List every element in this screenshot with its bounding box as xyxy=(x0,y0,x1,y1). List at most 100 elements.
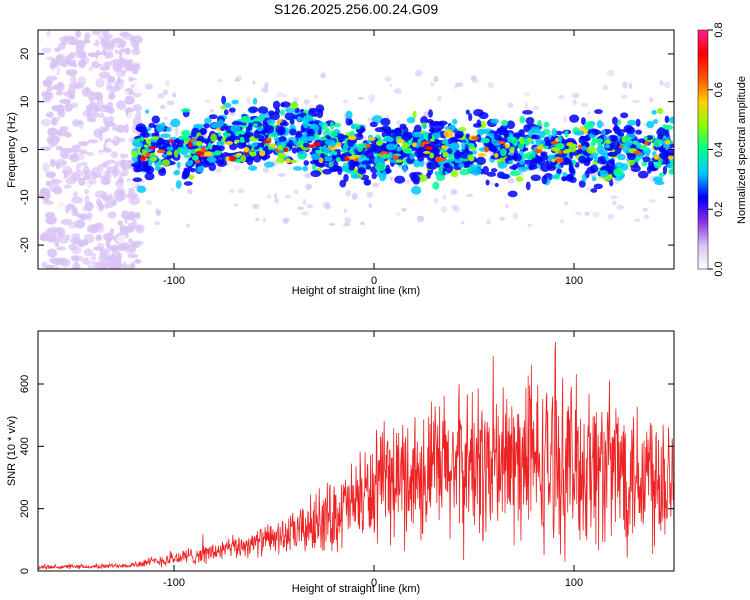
signal-blob xyxy=(580,117,586,126)
peak-blob xyxy=(266,137,272,142)
noise-blob xyxy=(131,48,141,56)
signal-blob xyxy=(288,139,294,149)
noise-blob xyxy=(127,210,137,221)
y-tick-label: -20 xyxy=(19,237,31,253)
peak-blob xyxy=(664,140,671,145)
signal-blob xyxy=(429,127,436,132)
noise-blob xyxy=(40,146,52,151)
signal-blob xyxy=(279,121,289,127)
scatter-blob xyxy=(214,166,223,174)
signal-blob xyxy=(466,167,472,174)
peak-blob xyxy=(268,143,277,148)
signal-blob xyxy=(385,143,397,151)
signal-blob xyxy=(658,147,666,152)
signal-blob xyxy=(311,164,317,171)
scatter-blob xyxy=(273,193,278,199)
peak-blob xyxy=(203,151,213,157)
peak-blob xyxy=(183,154,193,158)
scatter-blob xyxy=(170,187,175,192)
noise-blob xyxy=(77,102,86,110)
signal-blob xyxy=(658,172,665,178)
signal-blob xyxy=(604,139,612,145)
signal-blob xyxy=(593,156,599,163)
peak-blob xyxy=(550,141,559,145)
peak-blob xyxy=(335,157,341,163)
noise-blob xyxy=(71,172,81,182)
signal-blob xyxy=(438,166,444,174)
signal-blob xyxy=(296,116,302,122)
noise-blob xyxy=(105,82,113,92)
signal-blob xyxy=(662,165,668,175)
scatter-blob xyxy=(486,219,491,225)
signal-blob xyxy=(243,131,254,138)
scatter-blob xyxy=(209,108,215,113)
signal-blob xyxy=(583,159,591,167)
peak-blob xyxy=(290,159,297,164)
noise-blob xyxy=(92,246,103,251)
scatter-blob xyxy=(401,208,407,212)
noise-blob xyxy=(127,187,136,194)
peak-blob xyxy=(543,145,549,150)
peak-blob xyxy=(191,154,199,161)
signal-blob xyxy=(620,112,629,119)
noise-blob xyxy=(47,127,59,136)
scatter-blob xyxy=(507,178,515,184)
scatter-blob xyxy=(360,221,366,226)
scatter-blob xyxy=(165,79,170,87)
peak-blob xyxy=(386,136,394,143)
signal-blob xyxy=(251,142,259,148)
signal-blob xyxy=(369,121,378,128)
scatter-blob xyxy=(490,181,495,186)
signal-blob xyxy=(610,142,621,150)
scatter-blob xyxy=(389,176,393,181)
peak-blob xyxy=(468,155,475,162)
y-tick-label: 0 xyxy=(19,146,31,152)
signal-blob xyxy=(208,114,218,120)
y-tick-label: 10 xyxy=(19,96,31,108)
noise-blob xyxy=(88,176,97,185)
scatter-blob xyxy=(612,200,617,206)
signal-blob xyxy=(525,181,531,191)
signal-blob xyxy=(176,161,181,169)
peak-blob xyxy=(392,155,399,160)
signal-blob xyxy=(428,109,433,118)
signal-blob xyxy=(420,116,428,125)
noise-blob xyxy=(94,39,99,47)
y-tick-label: 20 xyxy=(19,48,31,60)
signal-blob xyxy=(268,110,275,116)
scatter-blob xyxy=(304,173,312,179)
signal-blob xyxy=(132,177,143,183)
scatter-blob xyxy=(557,94,565,100)
signal-blob xyxy=(512,163,517,171)
signal-blob xyxy=(275,156,285,164)
signal-blob xyxy=(503,130,510,138)
peak-blob xyxy=(225,140,233,146)
noise-blob xyxy=(124,186,129,195)
noise-blob xyxy=(79,149,88,155)
noise-blob xyxy=(56,171,65,181)
signal-blob xyxy=(617,132,625,137)
signal-blob xyxy=(345,110,353,120)
signal-blob xyxy=(357,167,367,175)
scatter-blob xyxy=(663,81,671,89)
signal-blob xyxy=(568,165,575,174)
scatter-blob xyxy=(376,182,380,188)
signal-blob xyxy=(277,129,284,136)
noise-blob xyxy=(87,139,99,144)
scatter-blob xyxy=(460,221,465,225)
peak-blob xyxy=(315,149,324,154)
signal-blob xyxy=(302,165,309,172)
scatter-blob xyxy=(369,98,374,104)
peak-blob xyxy=(277,152,287,159)
signal-blob xyxy=(543,121,550,128)
peak-blob xyxy=(594,138,604,144)
signal-blob xyxy=(465,109,470,115)
peak-blob xyxy=(195,150,204,156)
signal-blob xyxy=(555,164,562,170)
peak-blob xyxy=(214,150,222,156)
noise-blob xyxy=(40,118,52,127)
scatter-blob xyxy=(277,173,286,177)
signal-blob xyxy=(207,142,213,150)
colorbar-tick-label: 0.8 xyxy=(713,22,725,37)
peak-blob xyxy=(509,149,515,154)
